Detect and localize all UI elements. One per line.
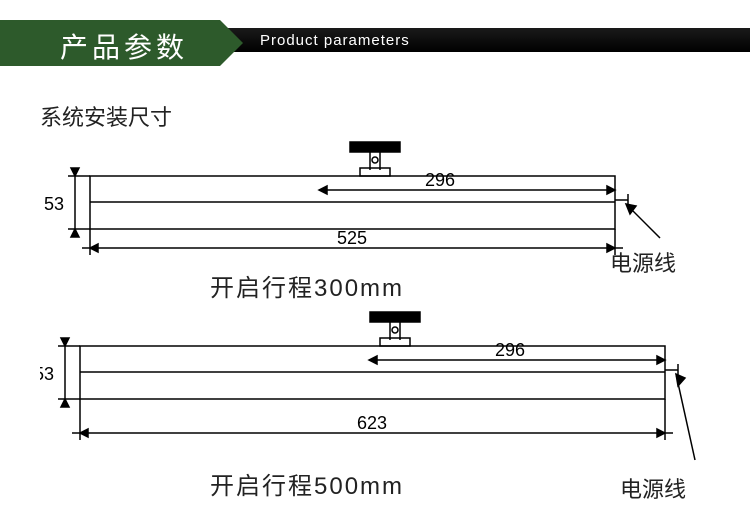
- section-title: 系统安装尺寸: [40, 100, 172, 132]
- dim-inner-1: 296: [425, 170, 455, 190]
- caption-300: 开启行程300mm: [210, 268, 404, 303]
- header-band: 产品参数 Product parameters: [0, 20, 750, 70]
- power-label-1: 电源线: [610, 246, 676, 278]
- caption-500: 开启行程500mm: [210, 466, 404, 501]
- power-label-2: 电源线: [620, 472, 686, 504]
- dim-height-1: 53: [44, 194, 64, 214]
- dim-height-2: 53: [40, 364, 54, 384]
- header-title-cn: 产品参数: [60, 26, 188, 66]
- dim-inner-2: 296: [495, 340, 525, 360]
- header-title-en: Product parameters: [260, 32, 410, 49]
- dim-outer-2: 623: [357, 413, 387, 433]
- dim-outer-1: 525: [337, 228, 367, 248]
